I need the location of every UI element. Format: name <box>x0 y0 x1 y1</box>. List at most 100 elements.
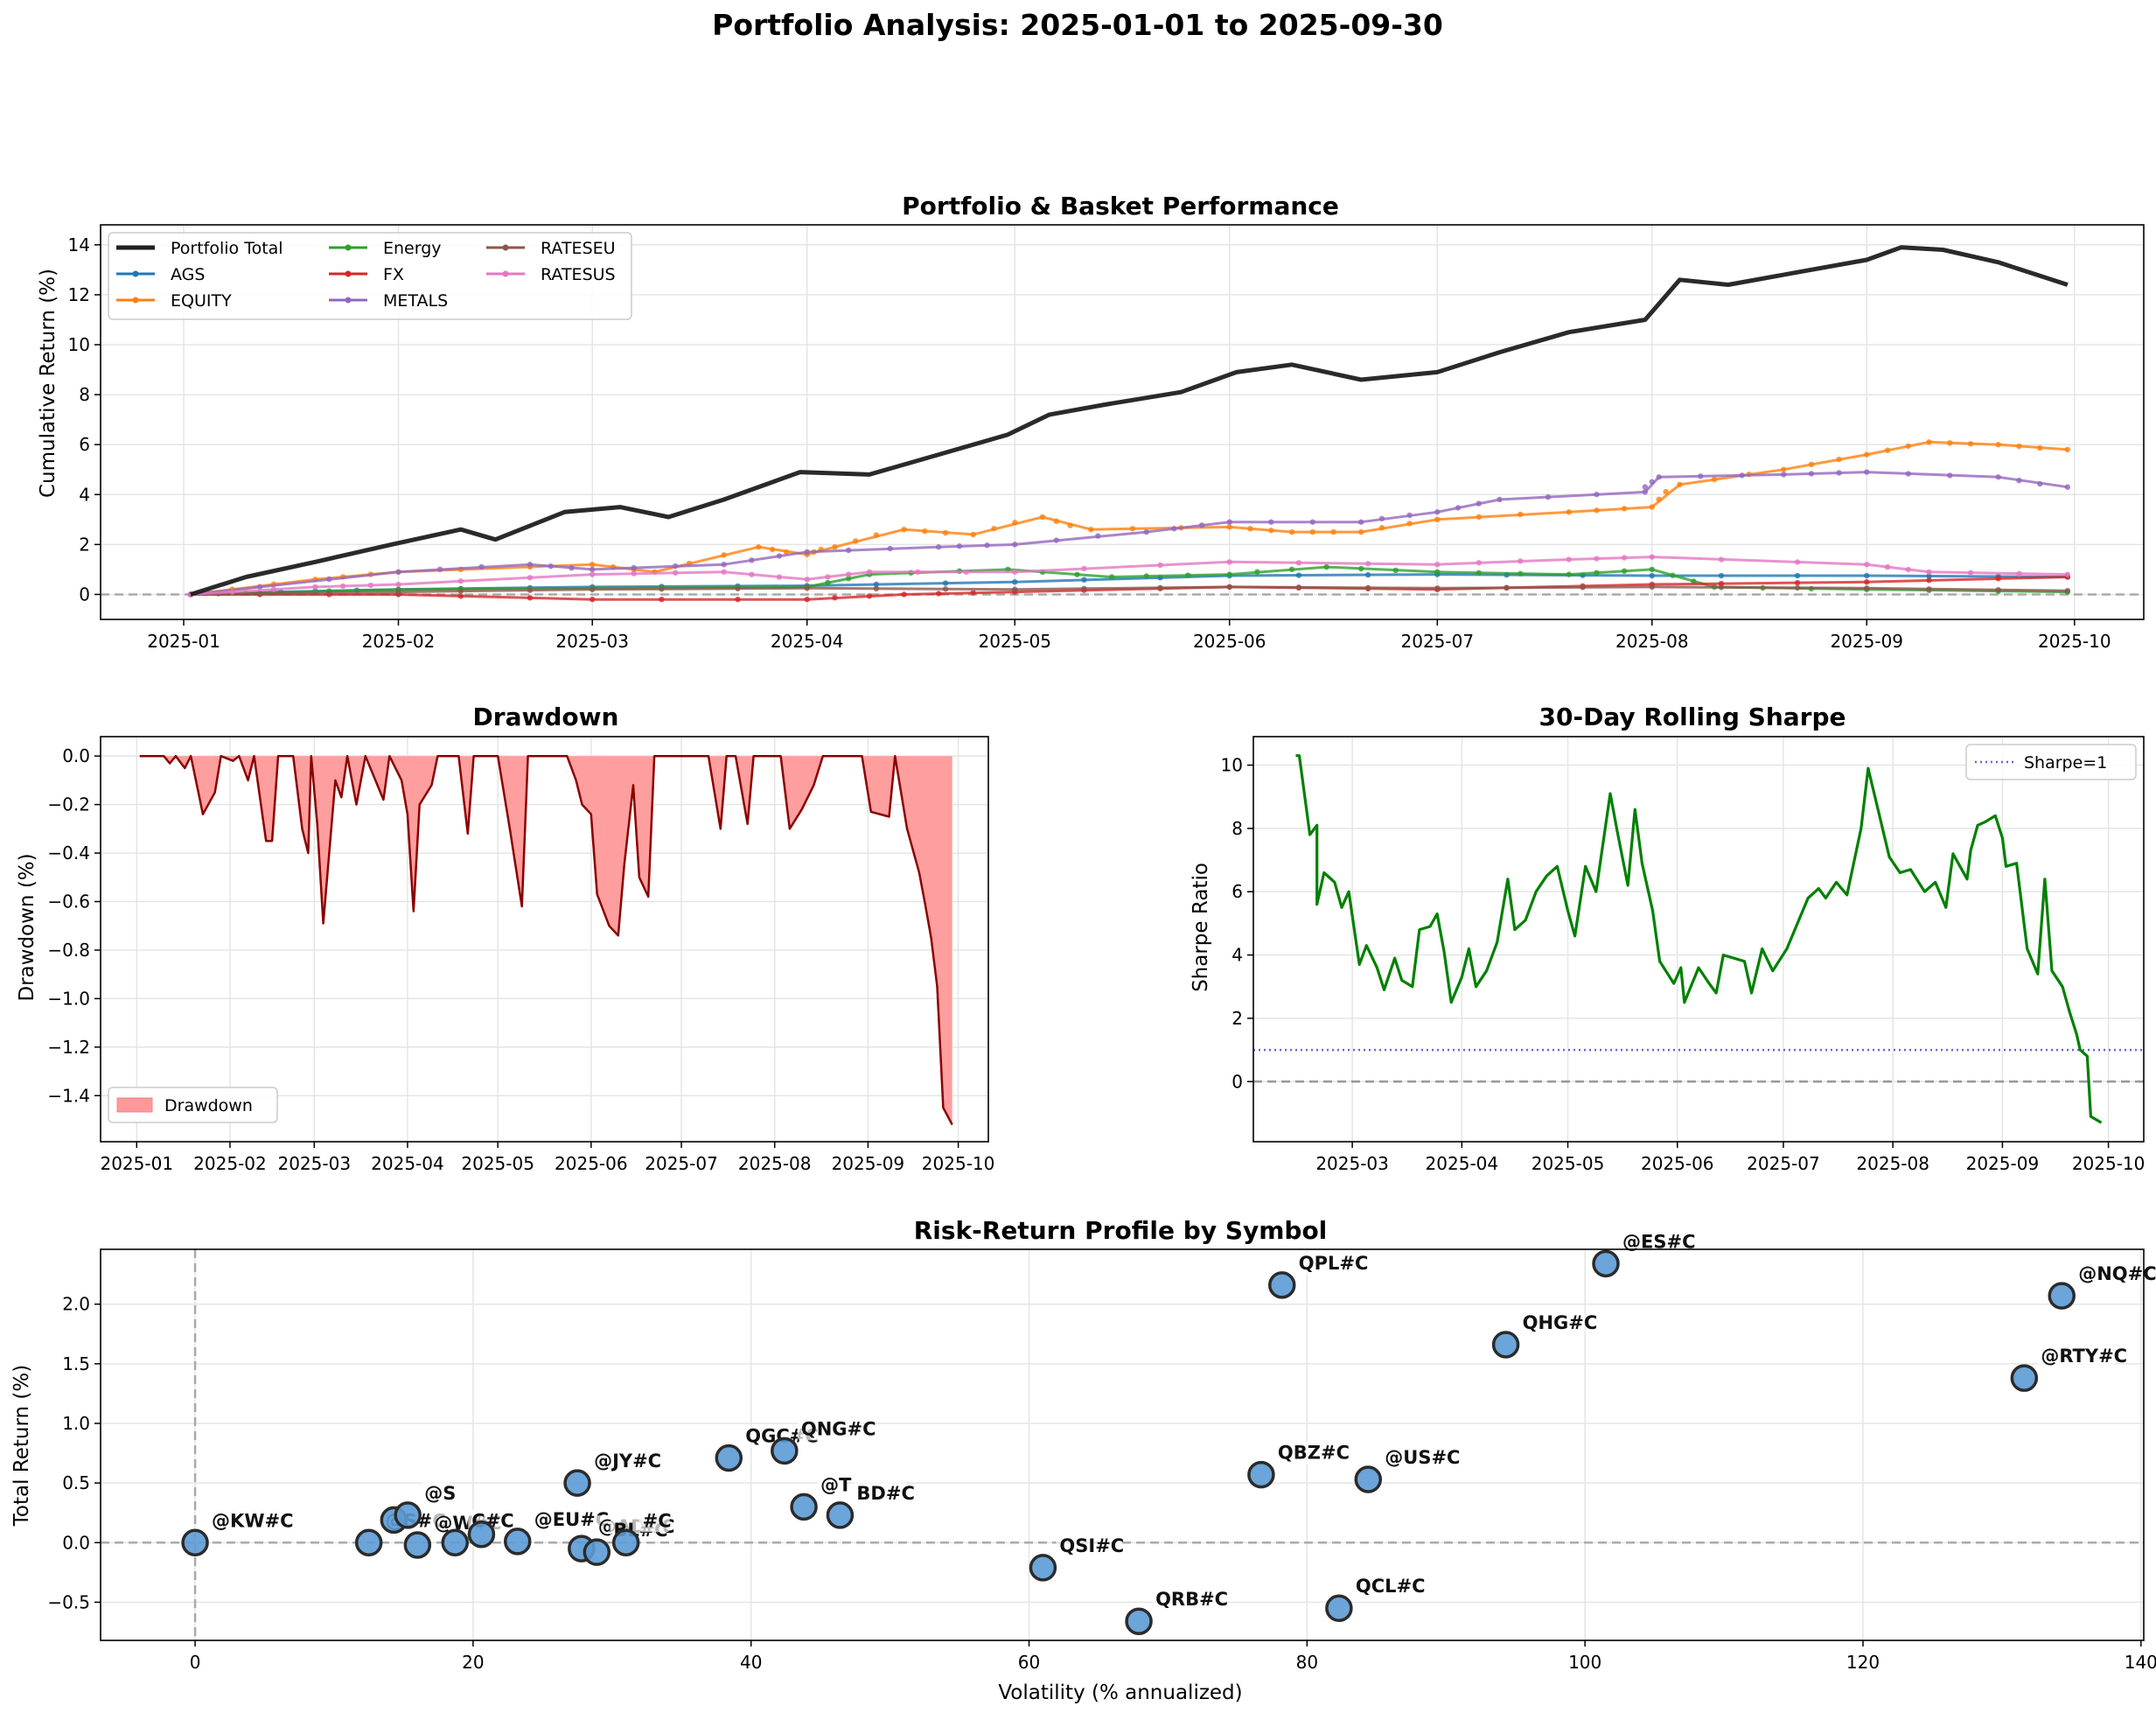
series-point <box>2037 480 2043 487</box>
series-point <box>1995 587 2001 593</box>
y-tick-label: 0 <box>79 584 90 605</box>
x-tick-label: 2025-03 <box>555 631 629 652</box>
x-tick-label: 120 <box>1846 1652 1880 1673</box>
scatter-point-group: QPL#C <box>1267 1251 1368 1299</box>
series-point <box>1268 528 1274 534</box>
x-tick-label: 2025-03 <box>277 1153 351 1174</box>
series-point <box>1434 585 1441 591</box>
series-point <box>1926 439 1932 445</box>
scatter-point <box>2010 1364 2039 1392</box>
series-point <box>1171 526 1177 532</box>
series-point <box>1864 578 1870 585</box>
series-point <box>783 549 790 556</box>
y-tick-label: 2 <box>79 534 90 555</box>
series-point <box>832 544 838 550</box>
series-point <box>339 583 346 590</box>
series-point <box>915 569 921 575</box>
series-point <box>804 577 810 583</box>
series-point <box>1157 584 1163 591</box>
series-point <box>590 586 596 592</box>
series-point <box>1247 526 1253 532</box>
series-point <box>527 575 534 581</box>
x-tick-label: 2025-07 <box>1747 1153 1820 1174</box>
scatter-point <box>354 1528 383 1556</box>
series-point <box>673 570 679 576</box>
series-point <box>478 563 485 570</box>
scatter-point <box>583 1538 611 1566</box>
series-point <box>1108 574 1115 580</box>
series-point <box>1670 572 1676 578</box>
legend-label: Portfolio Total <box>171 239 283 258</box>
drawdown-line <box>139 754 953 1126</box>
legend-marker <box>132 297 139 304</box>
scatter-label-bg <box>1056 1534 1122 1557</box>
series-point <box>229 589 235 595</box>
scatter-point-group: QHG#C <box>1491 1311 1597 1359</box>
legend-label: EQUITY <box>171 291 232 311</box>
scatter-point <box>1267 1271 1296 1299</box>
series-point <box>1198 522 1205 528</box>
x-tick-label: 2025-07 <box>1401 631 1475 652</box>
x-tick-label: 2025-05 <box>461 1153 534 1174</box>
series-point <box>1157 562 1163 569</box>
legend-item-equity: EQUITY <box>116 291 232 311</box>
y-tick-label: 4 <box>1232 945 1243 966</box>
legend-box <box>108 232 632 320</box>
x-tick-label: 2025-10 <box>2072 1153 2146 1174</box>
scatter-point-group: BD#C <box>826 1481 915 1529</box>
series-point <box>2064 571 2071 577</box>
scatter-point <box>1491 1331 1520 1359</box>
scatter-point <box>1125 1607 1153 1635</box>
series-point <box>749 571 755 577</box>
scatter-label: @JY#C <box>594 1451 661 1472</box>
series-point <box>1884 447 1891 453</box>
scatter-label-bg <box>1381 1446 1448 1470</box>
series-point <box>1288 566 1295 572</box>
legend-item-metals: METALS <box>329 291 448 311</box>
scatter-point <box>1592 1249 1620 1278</box>
series-line <box>190 585 2068 596</box>
y-tick-label: 6 <box>1232 881 1243 902</box>
y-tick-label: 10 <box>68 334 90 355</box>
scatter-point <box>181 1528 209 1556</box>
series-point <box>1621 506 1628 512</box>
series-point <box>852 538 859 544</box>
series-point <box>673 563 679 570</box>
series-point <box>1143 528 1149 535</box>
series-point <box>1497 496 1503 503</box>
scatter-label-bg <box>590 1450 657 1473</box>
series-point <box>804 596 810 603</box>
series-ratesus <box>187 554 2071 598</box>
series-point <box>1364 561 1371 567</box>
scatter-label-bg <box>1152 1588 1218 1612</box>
y-tick-label: 14 <box>68 234 90 255</box>
series-point <box>1143 573 1149 579</box>
series-point <box>721 552 727 558</box>
series-point <box>1739 472 1745 479</box>
series-equity <box>187 439 2071 598</box>
series-point <box>1226 559 1232 565</box>
series-point <box>721 562 727 568</box>
x-tick-label: 2025-05 <box>1532 1153 1605 1174</box>
series-point <box>457 588 464 594</box>
series-point <box>457 577 464 584</box>
series-point <box>395 589 401 595</box>
y-tick-label: −1.4 <box>47 1085 90 1106</box>
series-point <box>873 585 880 592</box>
series-point <box>1364 571 1371 578</box>
series-point <box>1053 537 1059 543</box>
legend-box <box>108 1087 278 1123</box>
scatter-label-bg <box>2075 1262 2141 1286</box>
y-tick-label: −1.0 <box>47 988 90 1009</box>
scatter-point <box>771 1437 799 1465</box>
series-point <box>1926 573 1932 579</box>
legend-marker <box>345 297 352 304</box>
x-tick-label: 2025-09 <box>832 1153 905 1174</box>
series-point <box>659 596 665 603</box>
series-point <box>1905 566 1911 573</box>
legend-label: FX <box>383 265 404 284</box>
x-tick-label: 2025-09 <box>1830 631 1903 652</box>
legend-swatch <box>116 1097 153 1113</box>
scatter-label: QCL#C <box>1356 1576 1426 1597</box>
